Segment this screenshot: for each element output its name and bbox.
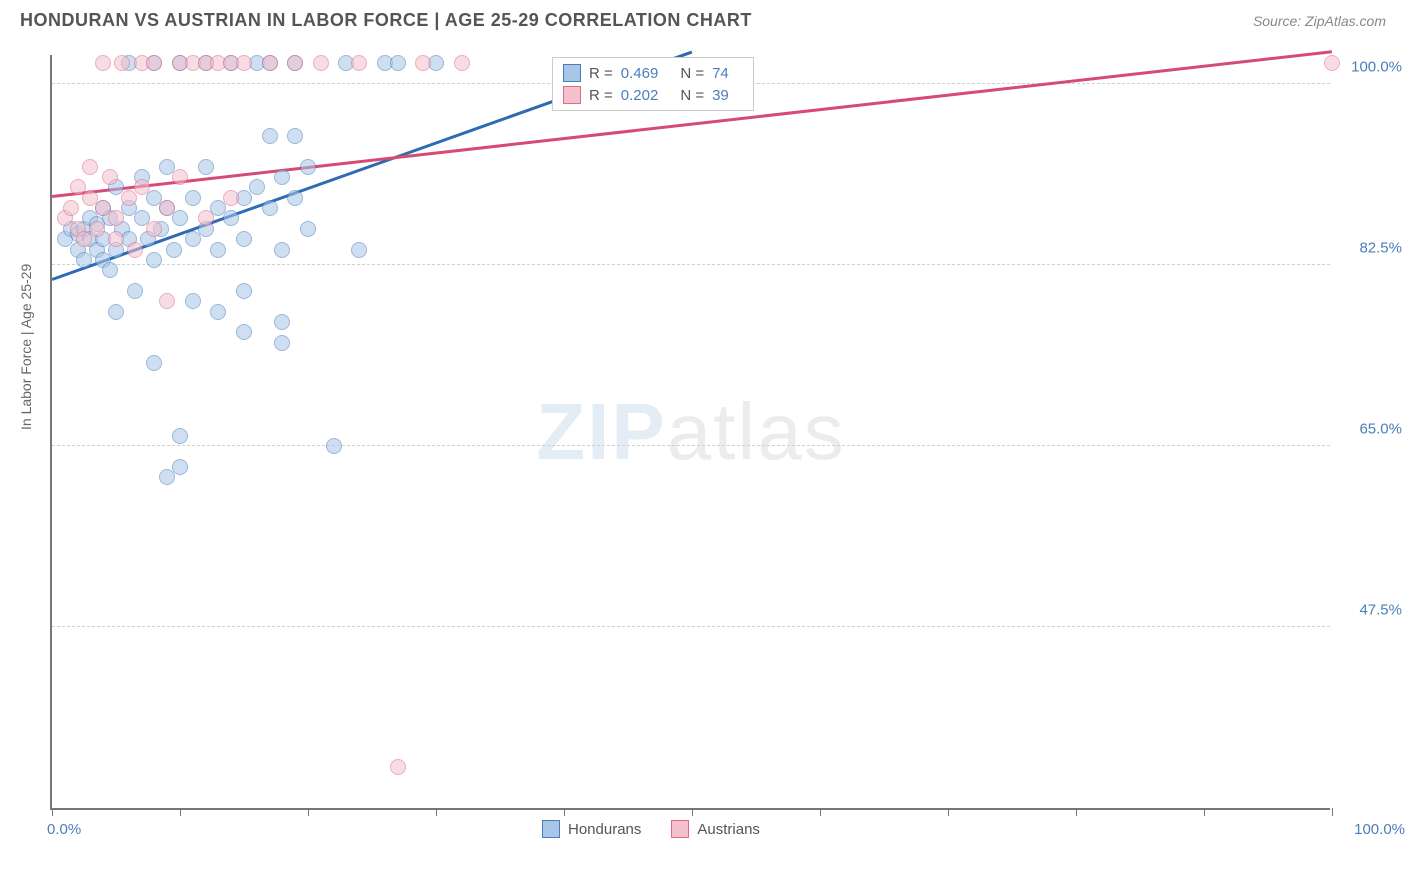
scatter-point [108, 210, 124, 226]
scatter-point [390, 55, 406, 71]
y-tick-label: 100.0% [1351, 59, 1402, 76]
scatter-point [185, 190, 201, 206]
scatter-point [300, 159, 316, 175]
series-legend-item: Hondurans [542, 820, 641, 838]
stats-legend-row: R = 0.202N = 39 [563, 84, 743, 106]
scatter-point [236, 231, 252, 247]
scatter-point [274, 242, 290, 258]
scatter-point [146, 221, 162, 237]
scatter-point [287, 55, 303, 71]
scatter-point [82, 159, 98, 175]
scatter-point [102, 169, 118, 185]
scatter-point [287, 190, 303, 206]
series-legend: Hondurans Austrians [542, 820, 760, 838]
scatter-point [300, 221, 316, 237]
x-tick [308, 808, 309, 816]
gridline [52, 445, 1330, 446]
scatter-point [146, 252, 162, 268]
scatter-point [198, 210, 214, 226]
gridline [52, 264, 1330, 265]
scatter-point [454, 55, 470, 71]
scatter-point [159, 200, 175, 216]
x-tick [948, 808, 949, 816]
scatter-point [351, 55, 367, 71]
x-tick [180, 808, 181, 816]
scatter-point [102, 262, 118, 278]
scatter-point [274, 335, 290, 351]
scatter-point [210, 304, 226, 320]
scatter-point [287, 128, 303, 144]
x-tick [1076, 808, 1077, 816]
scatter-point [236, 324, 252, 340]
scatter-point [326, 438, 342, 454]
scatter-point [89, 221, 105, 237]
gridline [52, 626, 1330, 627]
stats-legend-row: R = 0.469N = 74 [563, 62, 743, 84]
scatter-point [172, 210, 188, 226]
x-max-label: 100.0% [1354, 821, 1405, 838]
x-tick [1204, 808, 1205, 816]
scatter-point [63, 200, 79, 216]
scatter-point [249, 179, 265, 195]
legend-swatch [563, 64, 581, 82]
stats-legend: R = 0.469N = 74R = 0.202N = 39 [552, 57, 754, 111]
scatter-point [172, 428, 188, 444]
scatter-point [262, 128, 278, 144]
scatter-point [166, 242, 182, 258]
scatter-point [223, 210, 239, 226]
scatter-point [262, 200, 278, 216]
scatter-point [262, 55, 278, 71]
scatter-point [108, 304, 124, 320]
scatter-point [274, 314, 290, 330]
scatter-point [95, 55, 111, 71]
scatter-point [159, 293, 175, 309]
header: HONDURAN VS AUSTRIAN IN LABOR FORCE | AG… [0, 0, 1406, 31]
x-tick [692, 808, 693, 816]
scatter-point [134, 179, 150, 195]
y-tick-label: 65.0% [1359, 421, 1402, 438]
scatter-point [351, 242, 367, 258]
scatter-point [313, 55, 329, 71]
source-label: Source: ZipAtlas.com [1253, 13, 1386, 29]
scatter-point [274, 169, 290, 185]
x-tick [436, 808, 437, 816]
scatter-point [108, 231, 124, 247]
legend-swatch [542, 820, 560, 838]
scatter-point [1324, 55, 1340, 71]
series-legend-label: Hondurans [568, 821, 641, 838]
scatter-point [127, 242, 143, 258]
scatter-point [172, 169, 188, 185]
scatter-point [146, 355, 162, 371]
scatter-point [146, 55, 162, 71]
scatter-point [210, 242, 226, 258]
watermark-atlas: atlas [667, 387, 846, 476]
scatter-point [236, 55, 252, 71]
scatter-point [198, 159, 214, 175]
x-tick [564, 808, 565, 816]
correlation-chart: ZIPatlas 47.5%65.0%82.5%100.0%0.0%100.0%… [50, 55, 1330, 810]
series-legend-item: Austrians [671, 820, 760, 838]
watermark: ZIPatlas [536, 386, 845, 478]
scatter-point [223, 190, 239, 206]
y-tick-label: 47.5% [1359, 602, 1402, 619]
series-legend-label: Austrians [697, 821, 760, 838]
scatter-point [185, 293, 201, 309]
x-tick [52, 808, 53, 816]
legend-swatch [671, 820, 689, 838]
legend-swatch [563, 86, 581, 104]
x-tick [1332, 808, 1333, 816]
scatter-point [114, 55, 130, 71]
x-min-label: 0.0% [47, 821, 81, 838]
chart-title: HONDURAN VS AUSTRIAN IN LABOR FORCE | AG… [20, 10, 752, 31]
scatter-point [390, 759, 406, 775]
scatter-point [172, 459, 188, 475]
scatter-point [236, 283, 252, 299]
x-tick [820, 808, 821, 816]
scatter-point [415, 55, 431, 71]
scatter-point [127, 283, 143, 299]
y-axis-label: In Labor Force | Age 25-29 [18, 264, 34, 430]
y-tick-label: 82.5% [1359, 240, 1402, 257]
watermark-zip: ZIP [536, 387, 666, 476]
